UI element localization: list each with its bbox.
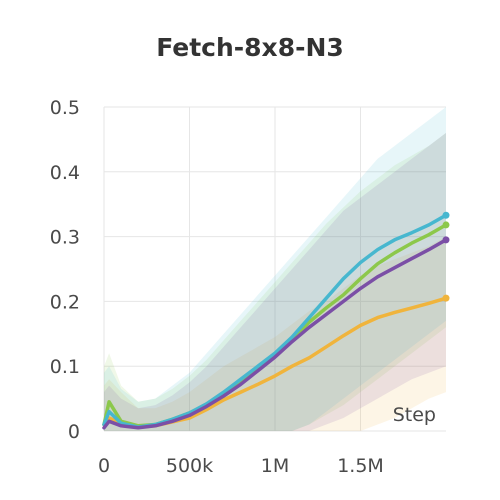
y-tick-label: 0.1 — [50, 356, 80, 378]
x-tick-label: 0 — [98, 455, 110, 477]
series-band — [104, 132, 446, 431]
series-end-point — [442, 211, 450, 219]
series-line — [102, 238, 448, 430]
x-tick-label: 500k — [166, 455, 213, 477]
x-tick-label: 1.5M — [337, 455, 384, 477]
y-tick-label: 0.5 — [50, 97, 80, 119]
y-tick-label: 0 — [68, 421, 80, 443]
grid — [103, 106, 446, 432]
x-axis-ticks: 0 500k 1M 1.5M — [98, 455, 384, 477]
y-tick-label: 0.4 — [50, 162, 80, 184]
confidence-bands — [104, 107, 446, 431]
chart-title: Fetch-8x8-N3 — [156, 33, 344, 62]
series-band — [104, 236, 446, 431]
series-end-point — [442, 236, 450, 244]
series-end-point — [442, 221, 450, 229]
y-tick-label: 0.2 — [50, 291, 80, 313]
series-lines — [102, 211, 450, 430]
y-tick-label: 0.3 — [50, 227, 80, 249]
series-band — [104, 132, 446, 431]
series-end-point — [442, 294, 450, 302]
y-axis-ticks: 0 0.1 0.2 0.3 0.4 0.5 — [50, 97, 80, 443]
series-band — [104, 107, 446, 431]
x-tick-label: 1M — [261, 455, 289, 477]
x-axis-label: Step — [393, 404, 436, 426]
